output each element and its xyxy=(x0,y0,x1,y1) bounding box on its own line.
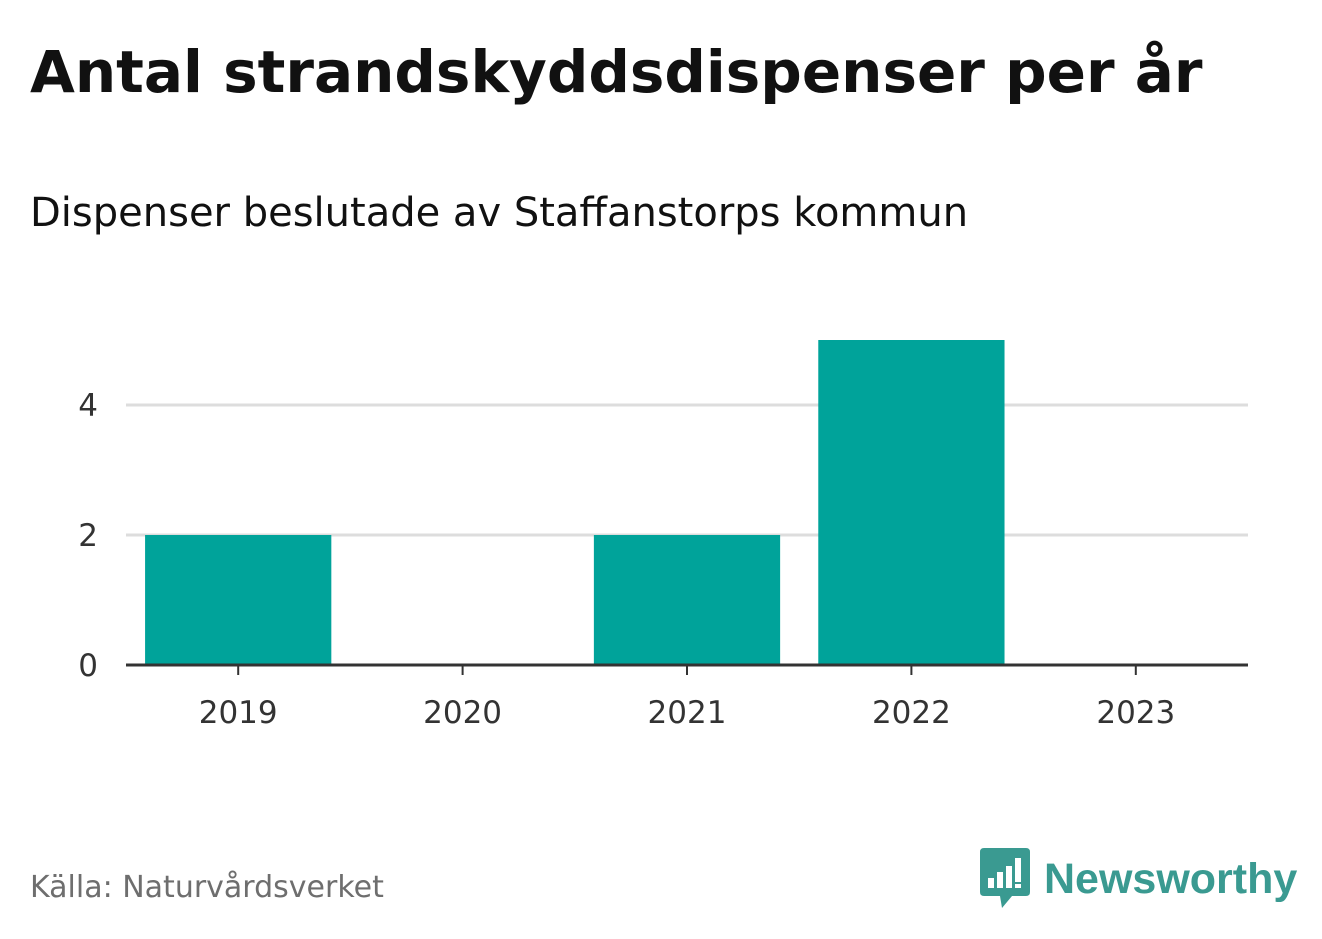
bar-2019 xyxy=(145,535,332,665)
bar-2022 xyxy=(818,340,1005,665)
x-tick-label: 2021 xyxy=(648,695,727,731)
x-tick-label: 2022 xyxy=(872,695,951,731)
y-tick-label: 0 xyxy=(78,648,98,684)
newsworthy-logo: Newsworthy xyxy=(980,848,1297,910)
y-tick-label: 2 xyxy=(78,518,98,554)
gridlines xyxy=(126,403,1248,537)
x-tick-label: 2023 xyxy=(1096,695,1175,731)
bars xyxy=(145,340,1005,665)
x-tick-label: 2019 xyxy=(199,695,278,731)
bar-2021 xyxy=(593,535,781,665)
brand-name: Newsworthy xyxy=(1044,854,1298,903)
x-tick-label: 2020 xyxy=(423,695,502,731)
source-note: Källa: Naturvårdsverket xyxy=(30,870,384,905)
chart-title: Antal strandskyddsdispenser per år xyxy=(30,38,1203,106)
x-axis xyxy=(126,663,1248,675)
tick-labels: 0 2 4 2019 2020 2021 2022 2023 xyxy=(78,388,1175,731)
y-tick-label: 4 xyxy=(78,388,98,424)
chart-subtitle: Dispenser beslutade av Staffanstorps kom… xyxy=(30,190,969,236)
newsworthy-logo-icon xyxy=(980,848,1030,908)
bar-chart: 0 2 4 2019 2020 2021 2022 2023 xyxy=(78,340,1248,731)
